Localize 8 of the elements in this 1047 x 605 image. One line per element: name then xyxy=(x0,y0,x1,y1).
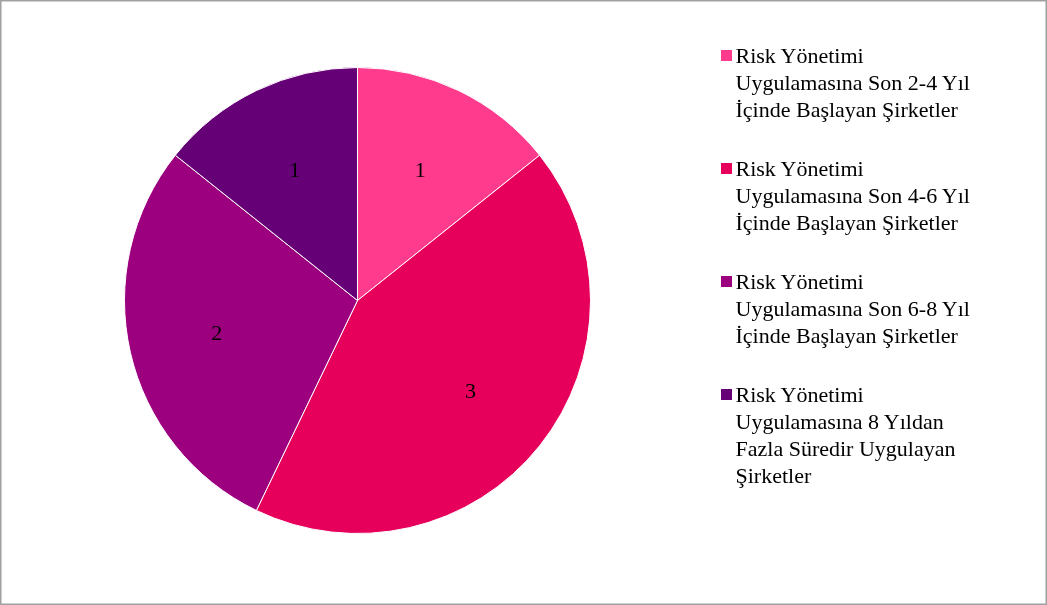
legend-label: Risk Yönetimi Uygulamasına 8 Yıldan Fazla Süredir Uygulayan Şirketler xyxy=(735,382,956,488)
legend-label: Risk Yönetimi Uygulamasına Son 2-4 Yıl İçinde Başlayan Şirketler xyxy=(735,43,970,122)
legend-label: Risk Yönetimi Uygulamasına Son 4-6 Yıl İçinde Başlayan Şirketler xyxy=(735,156,970,235)
data-label: 1 xyxy=(289,157,301,183)
legend-label: Risk Yönetimi Uygulamasına Son 6-8 Yıl İçinde Başlayan Şirketler xyxy=(735,269,970,348)
data-label: 1 xyxy=(414,157,426,183)
data-label: 3 xyxy=(464,377,476,403)
data-label: 2 xyxy=(211,319,223,345)
